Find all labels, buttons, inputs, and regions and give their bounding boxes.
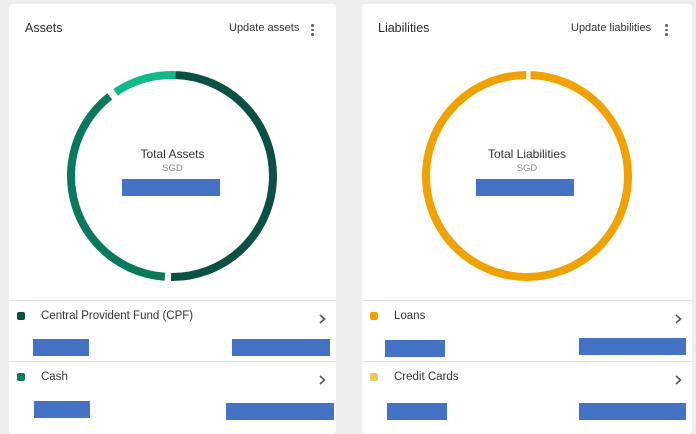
update-liabilities-link[interactable]: Update liabilities bbox=[571, 22, 652, 34]
liability-row-credit-cards[interactable]: Credit Cards bbox=[362, 361, 692, 423]
assets-card-header: Assets Update assets bbox=[9, 4, 336, 52]
loans-label: Loans bbox=[394, 310, 426, 322]
total-assets-title: Total Assets bbox=[140, 147, 205, 161]
liabilities-donut-segment-loans bbox=[422, 70, 632, 281]
assets-donut-segment-cash bbox=[67, 71, 277, 281]
cash-legend-dot bbox=[17, 373, 25, 381]
total-liabilities-currency: SGD bbox=[516, 163, 538, 174]
liabilities-card: Liabilities Update liabilities Total Lia… bbox=[362, 4, 692, 434]
cpf-value bbox=[232, 339, 330, 356]
loans-legend-dot bbox=[370, 312, 378, 320]
total-assets-value bbox=[122, 179, 220, 196]
cpf-sub-value bbox=[33, 339, 89, 356]
chevron-right-icon[interactable] bbox=[316, 313, 328, 325]
kebab-menu-icon[interactable] bbox=[660, 22, 672, 38]
chevron-right-icon[interactable] bbox=[672, 313, 684, 325]
assets-card: Assets Update assets Total Assets SGD Ce… bbox=[9, 4, 336, 434]
assets-title: Assets bbox=[25, 21, 63, 35]
cash-value bbox=[226, 403, 334, 420]
chevron-right-icon[interactable] bbox=[316, 374, 328, 386]
total-liabilities-value bbox=[476, 179, 574, 196]
chevron-right-icon[interactable] bbox=[672, 374, 684, 386]
update-assets-link[interactable]: Update assets bbox=[229, 22, 300, 34]
assets-donut-chart bbox=[66, 70, 277, 281]
cpf-legend-dot bbox=[17, 312, 25, 320]
credit-cards-label: Credit Cards bbox=[394, 371, 459, 383]
cpf-label: Central Provident Fund (CPF) bbox=[41, 310, 194, 322]
total-assets-currency: SGD bbox=[162, 163, 183, 174]
credit-cards-legend-dot bbox=[370, 373, 378, 381]
asset-row-cash[interactable]: Cash bbox=[9, 361, 336, 423]
asset-row-cpf[interactable]: Central Provident Fund (CPF) bbox=[9, 300, 336, 362]
cash-sub-value bbox=[34, 401, 90, 418]
kebab-menu-icon[interactable] bbox=[306, 22, 318, 38]
assets-donut-segment-other bbox=[67, 70, 277, 281]
loans-sub-value bbox=[385, 340, 445, 357]
loans-value bbox=[579, 338, 686, 355]
total-liabilities-title: Total Liabilities bbox=[487, 147, 567, 161]
liabilities-card-header: Liabilities Update liabilities bbox=[362, 4, 692, 52]
credit-cards-value bbox=[579, 403, 686, 420]
liabilities-donut-chart bbox=[422, 70, 632, 281]
cash-label: Cash bbox=[41, 371, 68, 383]
liability-row-loans[interactable]: Loans bbox=[362, 300, 692, 362]
credit-cards-sub-value bbox=[387, 403, 447, 420]
liabilities-title: Liabilities bbox=[378, 21, 430, 35]
